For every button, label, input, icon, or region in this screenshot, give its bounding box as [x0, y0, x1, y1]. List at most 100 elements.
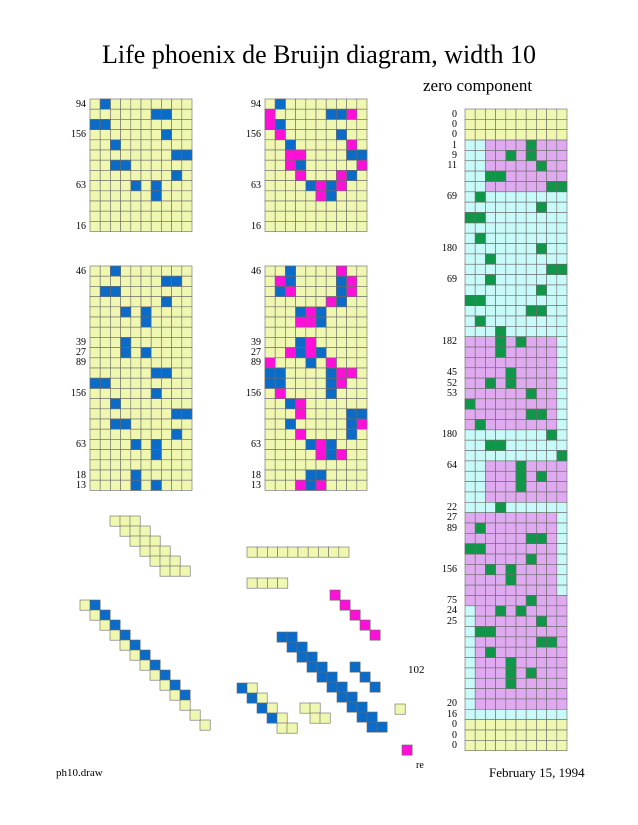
small-left-panel-cell [161, 180, 172, 192]
short-strip-cell [267, 577, 278, 589]
column-panel-cell [515, 408, 527, 420]
small-right-panel-cell [336, 200, 347, 212]
tall-left-panel-cell [110, 449, 121, 461]
column-row-label: 1 [452, 139, 457, 151]
small-right-panel-cell [336, 221, 347, 232]
column-panel-cell [525, 522, 537, 534]
middle-diagonal-blue-cell [296, 651, 308, 663]
small-right-panel-cell [295, 108, 307, 120]
column-panel-cell [505, 294, 517, 306]
small-left-panel-cell [120, 170, 132, 181]
column-panel-cell [525, 719, 537, 731]
column-panel-cell [485, 481, 496, 493]
column-panel-cell [474, 139, 486, 151]
tall-right-blue-cell [305, 439, 317, 450]
upper-staircase-cell [159, 565, 171, 577]
column-panel-cell [464, 108, 476, 120]
tall-right-panel-cell [325, 347, 337, 359]
horizontal-strip-cell [246, 546, 258, 558]
column-green-cell [505, 367, 517, 379]
tall-right-panel-cell [356, 398, 368, 410]
small-right-magenta-cell [336, 170, 347, 181]
stub-yellow-cell [299, 702, 311, 714]
column-panel-cell [546, 243, 558, 255]
tall-right-panel-cell [346, 347, 358, 359]
column-panel-cell [536, 181, 547, 193]
tall-right-panel-cell [274, 326, 286, 338]
left-diagonal-blue-cell [109, 619, 121, 631]
small-left-panel-cell [120, 200, 132, 212]
column-panel-cell [536, 740, 547, 751]
column-panel-cell [505, 408, 517, 420]
tall-left-panel-cell [120, 469, 132, 481]
small-right-panel-cell [315, 98, 327, 110]
column-green-cell [515, 481, 527, 493]
column-panel-cell [556, 677, 568, 689]
column-panel-cell [546, 398, 558, 410]
column-panel-cell [556, 274, 568, 286]
column-panel-cell [515, 150, 527, 162]
column-panel-cell [485, 315, 496, 327]
tall-right-blue-cell [315, 316, 327, 328]
column-panel-cell [505, 740, 517, 751]
tall-right-blue-cell [325, 367, 337, 379]
column-green-cell [474, 626, 486, 638]
column-panel-cell [515, 398, 527, 410]
tall-left-panel-cell [99, 306, 111, 318]
tall-left-blue-cell [120, 306, 132, 318]
column-panel-cell [556, 243, 568, 255]
tall-left-panel-cell [130, 316, 142, 328]
tall-left-panel-cell [161, 286, 172, 297]
tall-right-panel-cell [315, 326, 327, 338]
column-panel-cell [525, 263, 537, 275]
tall-right-blue-cell [285, 418, 296, 430]
column-green-cell [536, 615, 547, 627]
tall-left-panel-cell [161, 316, 172, 328]
middle-diagonal-blue-cell [296, 641, 308, 653]
column-panel-cell [464, 346, 476, 358]
column-panel-cell [515, 201, 527, 213]
tall-right-panel-cell [305, 408, 317, 420]
column-panel-cell [505, 357, 517, 369]
column-panel-cell [505, 512, 517, 524]
horizontal-strip-cell [267, 546, 278, 558]
small-left-blue-cell [99, 98, 111, 110]
column-panel-cell [556, 119, 568, 130]
small-left-panel-cell [130, 149, 142, 161]
tall-left-panel-cell [99, 479, 111, 491]
left-diagonal-yellow-cell [129, 649, 141, 661]
small-right-blue-cell [274, 98, 286, 110]
column-panel-cell [505, 108, 517, 120]
tall-right-panel-cell [305, 265, 317, 277]
tall-left-panel-cell [181, 296, 193, 308]
left-diagonal-yellow-cell [89, 609, 101, 621]
tall-right-panel-cell [315, 367, 327, 379]
column-panel-cell [525, 729, 537, 741]
middle-diagonal-blue-cell [306, 651, 318, 663]
tall-left-panel-cell [140, 326, 152, 338]
tall-left-panel-cell [140, 367, 152, 379]
column-panel-cell [556, 698, 568, 710]
tall-left-panel-cell [161, 449, 172, 461]
small-right-panel-cell [315, 119, 327, 130]
upper-staircase-cell [109, 515, 121, 527]
tall-right-panel-cell [336, 337, 347, 348]
column-green-cell [474, 315, 486, 327]
column-panel-cell [515, 667, 527, 679]
tall-right-panel-cell [264, 337, 276, 348]
tall-left-panel-cell [171, 306, 183, 318]
column-panel-cell [495, 677, 507, 689]
small-left-blue-cell [161, 108, 172, 120]
tall-left-panel-cell [140, 357, 152, 369]
tall-left-panel-cell [110, 408, 121, 420]
small-left-panel-cell [89, 190, 101, 202]
column-green-cell [556, 263, 568, 275]
tall-left-panel-cell [150, 459, 162, 471]
tall-right-panel-cell [346, 265, 358, 277]
small-left-panel-cell [120, 119, 132, 130]
column-panel-cell [485, 450, 496, 462]
tall-left-panel-cell [140, 449, 152, 461]
tall-right-panel-cell [315, 459, 327, 471]
column-panel-cell [474, 533, 486, 544]
tall-right-magenta-cell [295, 428, 307, 440]
